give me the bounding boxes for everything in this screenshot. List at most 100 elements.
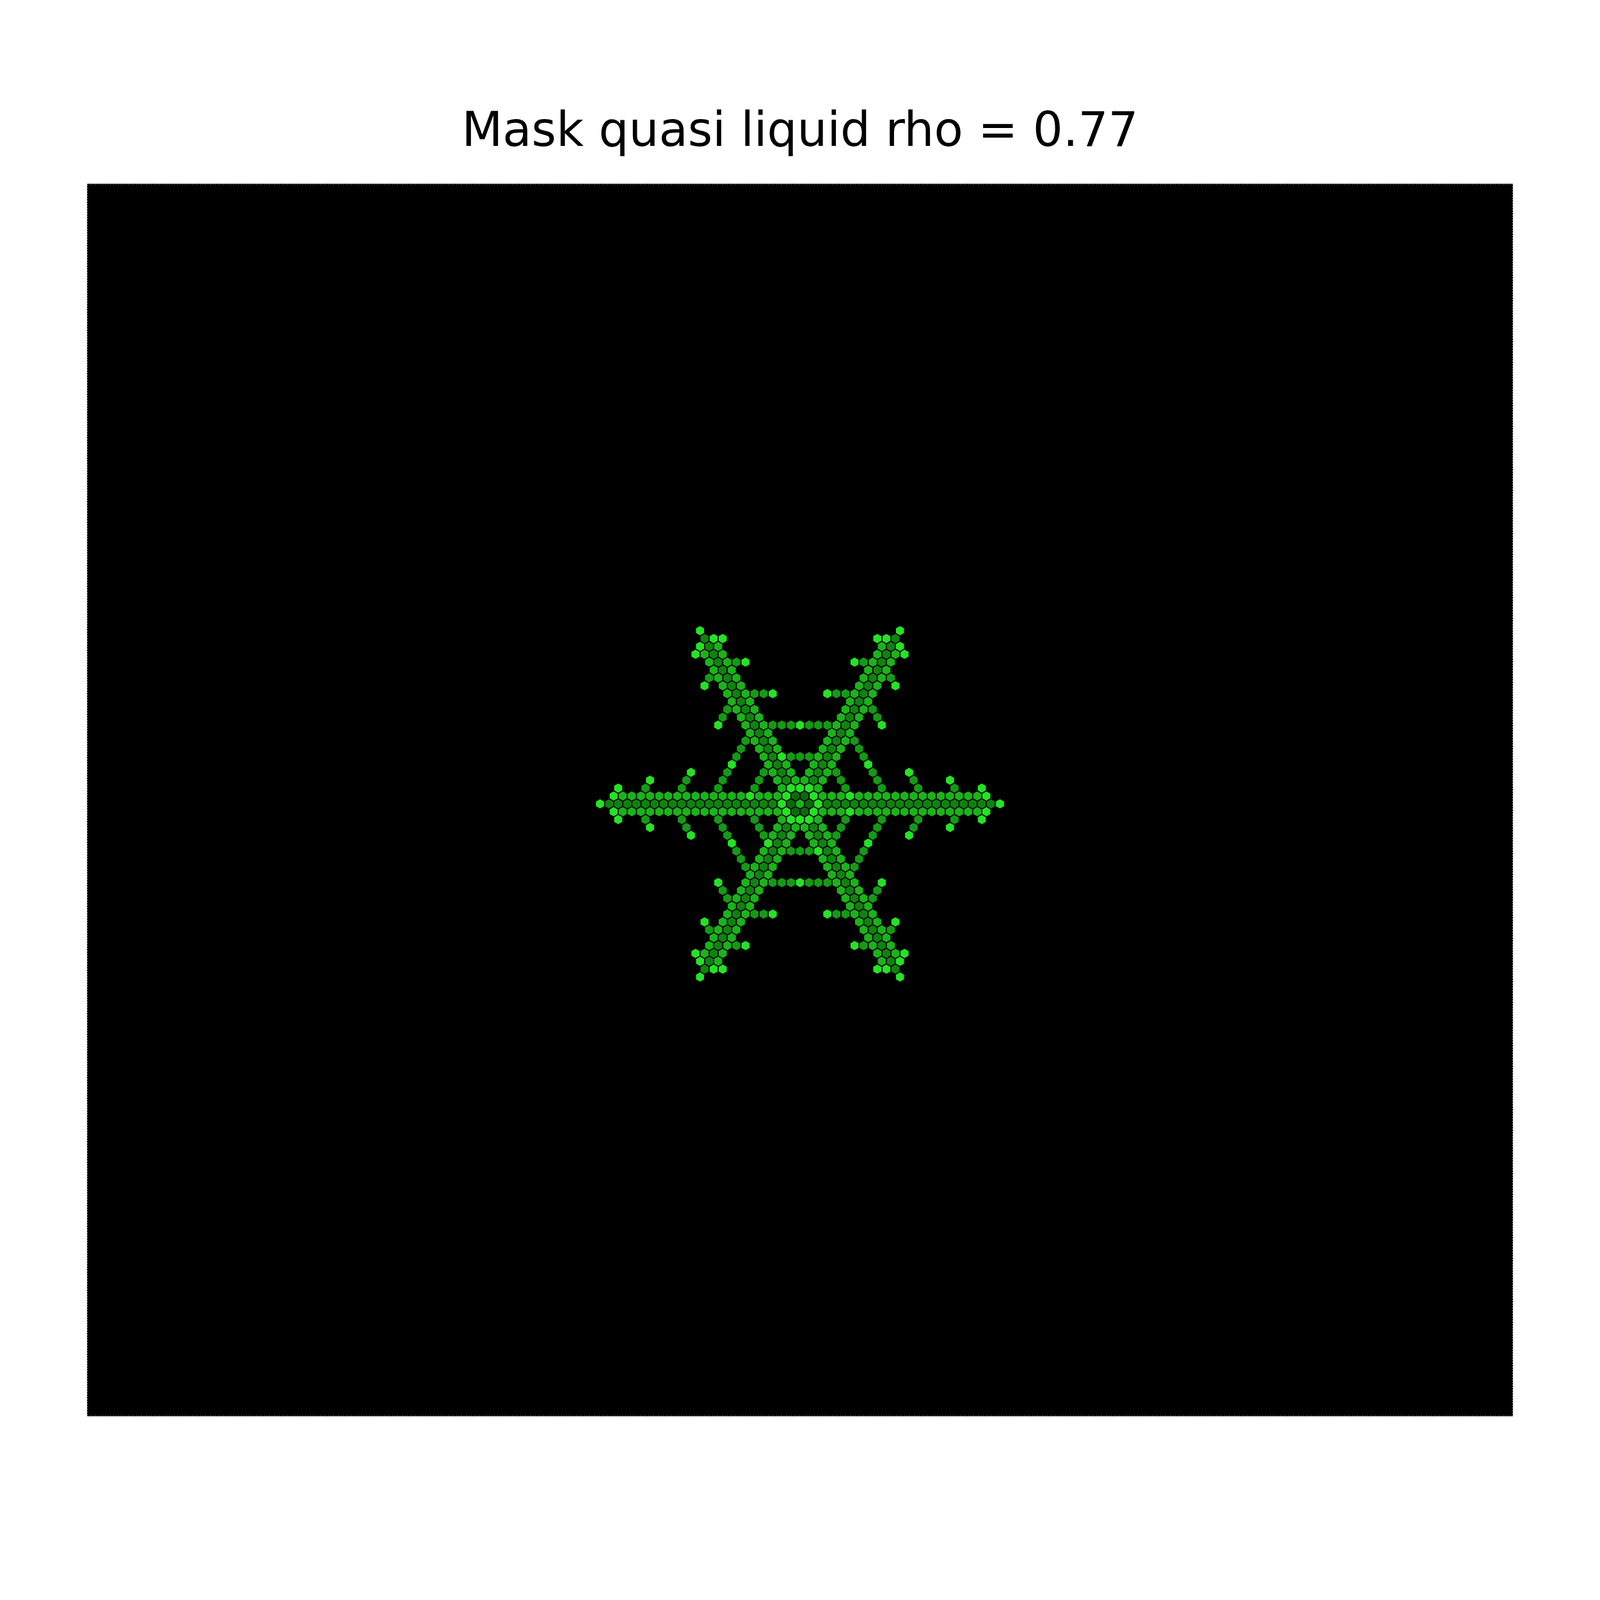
hex-cell <box>899 948 909 959</box>
hex-cell <box>877 720 887 731</box>
hex-cell <box>881 633 891 644</box>
hex-cell <box>627 806 637 817</box>
hex-cell <box>840 688 850 699</box>
hex-cell <box>963 806 973 817</box>
hex-cell <box>663 806 673 817</box>
hex-cell <box>776 877 786 888</box>
hex-cell <box>832 688 841 699</box>
hex-cell <box>823 720 832 731</box>
hex-cell <box>881 963 891 975</box>
hex-cell <box>808 806 818 817</box>
hex-cell <box>645 822 655 833</box>
chart: Mask quasi liquid rho = 0.77 <box>0 0 1600 1600</box>
hex-cell <box>686 767 696 778</box>
hex-cell <box>863 791 873 802</box>
hex-cell <box>995 798 1005 809</box>
hex-cell <box>736 791 746 802</box>
hex-cell <box>759 688 768 699</box>
hex-cell <box>700 680 710 691</box>
hex-cell <box>849 656 859 667</box>
hex-cell <box>786 877 796 888</box>
hex-cell <box>768 908 777 920</box>
hex-cell <box>691 948 701 959</box>
hex-cell <box>713 720 723 731</box>
hex-cell <box>718 963 728 975</box>
hex-cell <box>977 782 987 793</box>
hex-cell <box>804 782 814 793</box>
hex-cell <box>727 837 736 848</box>
hex-cell <box>804 751 814 762</box>
hex-cell <box>872 633 882 644</box>
hex-cell <box>863 837 873 848</box>
hex-cell <box>750 688 760 699</box>
hex-cell <box>695 625 705 636</box>
hex-cell <box>823 688 832 699</box>
hex-cell <box>823 908 832 920</box>
hex-cell <box>845 791 855 802</box>
hex-cell <box>832 908 841 920</box>
hex-cell <box>804 846 814 857</box>
hex-cell <box>904 830 914 841</box>
hex-cell <box>795 751 805 762</box>
hex-cell <box>727 791 736 802</box>
hex-cell <box>899 648 909 660</box>
hex-cell <box>804 846 814 857</box>
hex-cell <box>845 806 855 817</box>
hex-cell <box>795 877 805 888</box>
hex-cell <box>595 798 605 809</box>
hex-cell <box>863 837 873 848</box>
hex-cell <box>895 625 905 636</box>
hex-cell <box>899 806 909 817</box>
hex-cell <box>741 940 751 951</box>
hex-cell <box>823 877 832 888</box>
hex-cell <box>654 806 664 817</box>
hex-cell <box>731 656 741 667</box>
hex-cell <box>795 814 805 825</box>
hex-cell <box>750 908 760 920</box>
hex-cell <box>776 751 786 762</box>
hex-cell <box>872 963 882 975</box>
hex-cell <box>709 963 719 975</box>
hex-cell <box>863 759 873 770</box>
hex-cell <box>700 791 710 802</box>
hex-cell <box>786 846 796 857</box>
hex-cell <box>741 656 751 667</box>
hex-cell <box>899 791 909 802</box>
hex-cell <box>858 940 868 951</box>
hex-cell <box>977 814 987 825</box>
hex-cell <box>863 759 873 770</box>
hex-cell <box>700 806 710 817</box>
hex-cell <box>627 791 637 802</box>
hex-cell <box>763 837 773 848</box>
hex-cell <box>795 877 805 888</box>
hex-cell <box>736 806 746 817</box>
hex-cell <box>813 846 823 857</box>
hex-cell <box>849 940 859 951</box>
hex-cell <box>890 806 900 817</box>
hex-cell <box>795 846 805 857</box>
hex-cell <box>731 940 741 951</box>
hex-cell <box>663 791 673 802</box>
hex-cell <box>727 806 736 817</box>
hex-cell <box>645 775 655 786</box>
hex-cell <box>691 648 701 660</box>
hex-cell <box>927 806 937 817</box>
hex-cell <box>945 775 955 786</box>
hex-cell <box>613 814 623 825</box>
hex-cell <box>727 759 736 770</box>
hex-cell <box>904 767 914 778</box>
hex-cell <box>768 720 777 731</box>
hex-cell <box>927 791 937 802</box>
hex-cell <box>786 751 796 762</box>
hex-cell <box>654 791 664 802</box>
hex-cell <box>709 633 719 644</box>
hex-cell <box>877 877 887 888</box>
hex-cell <box>854 806 864 817</box>
hex-cell <box>686 830 696 841</box>
hex-cell <box>713 877 723 888</box>
hex-cell <box>840 908 850 920</box>
hex-cell <box>795 782 805 793</box>
hex-cell <box>936 806 946 817</box>
hex-cell <box>795 751 805 762</box>
hex-cell <box>759 908 768 920</box>
